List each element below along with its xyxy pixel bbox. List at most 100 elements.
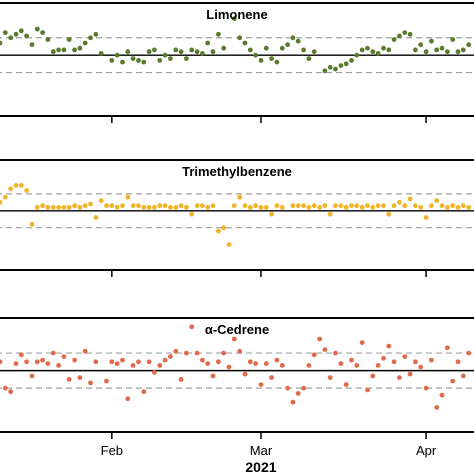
data-point bbox=[221, 225, 227, 231]
data-point bbox=[82, 40, 88, 46]
data-point bbox=[162, 203, 168, 209]
data-point bbox=[354, 203, 360, 209]
data-point bbox=[226, 242, 232, 248]
data-point bbox=[231, 336, 237, 342]
data-point bbox=[157, 58, 163, 63]
data-point bbox=[445, 345, 450, 351]
data-point bbox=[317, 205, 322, 210]
data-point bbox=[466, 205, 472, 210]
data-point bbox=[242, 371, 248, 377]
data-point bbox=[429, 203, 434, 209]
data-point bbox=[397, 33, 402, 39]
data-point bbox=[434, 405, 440, 410]
data-point bbox=[210, 49, 216, 55]
data-point bbox=[98, 198, 104, 204]
data-point bbox=[407, 196, 413, 202]
data-point bbox=[29, 221, 35, 227]
data-point bbox=[338, 203, 344, 209]
data-point bbox=[253, 203, 258, 209]
data-point bbox=[146, 359, 152, 365]
data-point bbox=[295, 38, 301, 44]
data-point bbox=[130, 203, 136, 209]
data-point bbox=[269, 56, 274, 61]
data-point bbox=[343, 61, 349, 67]
data-point bbox=[72, 47, 77, 53]
data-point bbox=[381, 203, 386, 209]
data-point bbox=[136, 359, 141, 365]
data-point bbox=[173, 47, 179, 53]
data-point bbox=[242, 40, 248, 46]
data-point bbox=[18, 183, 24, 188]
data-point bbox=[429, 38, 434, 44]
data-point bbox=[146, 49, 152, 55]
data-point bbox=[322, 203, 328, 209]
data-point bbox=[162, 357, 168, 363]
data-point bbox=[61, 205, 67, 210]
data-point bbox=[194, 49, 200, 55]
data-point bbox=[386, 343, 392, 349]
data-point bbox=[450, 203, 456, 209]
data-point bbox=[216, 359, 221, 365]
data-point bbox=[439, 45, 445, 51]
data-point bbox=[184, 56, 189, 61]
data-point bbox=[200, 357, 205, 363]
data-point bbox=[141, 59, 147, 65]
data-point bbox=[274, 59, 280, 65]
data-point bbox=[460, 373, 466, 379]
data-point bbox=[141, 389, 147, 395]
data-point bbox=[40, 30, 45, 35]
data-point bbox=[333, 203, 338, 209]
data-point bbox=[354, 363, 360, 368]
data-point bbox=[77, 45, 83, 51]
data-point bbox=[402, 203, 408, 209]
data-point bbox=[93, 31, 99, 37]
data-point bbox=[184, 350, 189, 356]
data-point bbox=[247, 47, 253, 53]
data-point bbox=[333, 66, 338, 72]
data-point bbox=[290, 35, 296, 41]
data-point bbox=[104, 378, 109, 384]
data-point bbox=[365, 45, 370, 51]
data-point bbox=[50, 205, 56, 210]
data-point bbox=[439, 203, 445, 209]
data-point bbox=[210, 373, 216, 379]
data-point bbox=[136, 58, 141, 63]
data-point bbox=[295, 391, 301, 396]
data-point bbox=[50, 49, 56, 55]
data-point bbox=[82, 348, 88, 354]
data-point bbox=[88, 35, 93, 41]
data-point bbox=[301, 203, 306, 209]
data-point bbox=[343, 205, 349, 210]
data-point bbox=[40, 357, 45, 363]
data-point bbox=[407, 371, 413, 377]
data-point bbox=[247, 205, 253, 210]
data-point bbox=[130, 363, 136, 368]
data-point bbox=[109, 203, 115, 209]
data-point bbox=[152, 205, 157, 210]
data-point bbox=[82, 203, 88, 209]
data-point bbox=[168, 354, 173, 359]
panel-title: α-Cedrene bbox=[205, 322, 269, 337]
data-point bbox=[423, 385, 429, 391]
data-point bbox=[130, 56, 136, 61]
data-point bbox=[365, 203, 370, 209]
data-point bbox=[136, 203, 141, 209]
data-point bbox=[200, 51, 205, 56]
data-point bbox=[269, 211, 274, 217]
data-point bbox=[327, 375, 333, 380]
data-point bbox=[397, 199, 402, 205]
data-point bbox=[407, 31, 413, 37]
data-point bbox=[45, 205, 51, 210]
data-point bbox=[455, 359, 461, 365]
data-point bbox=[34, 26, 40, 32]
data-point bbox=[221, 350, 227, 356]
data-point bbox=[0, 199, 3, 205]
data-point bbox=[2, 194, 8, 200]
data-point bbox=[2, 30, 8, 35]
data-point bbox=[8, 186, 14, 192]
data-point bbox=[194, 203, 200, 209]
data-point bbox=[13, 183, 19, 188]
data-point bbox=[125, 194, 131, 200]
data-point bbox=[391, 37, 397, 42]
data-point bbox=[306, 56, 312, 61]
